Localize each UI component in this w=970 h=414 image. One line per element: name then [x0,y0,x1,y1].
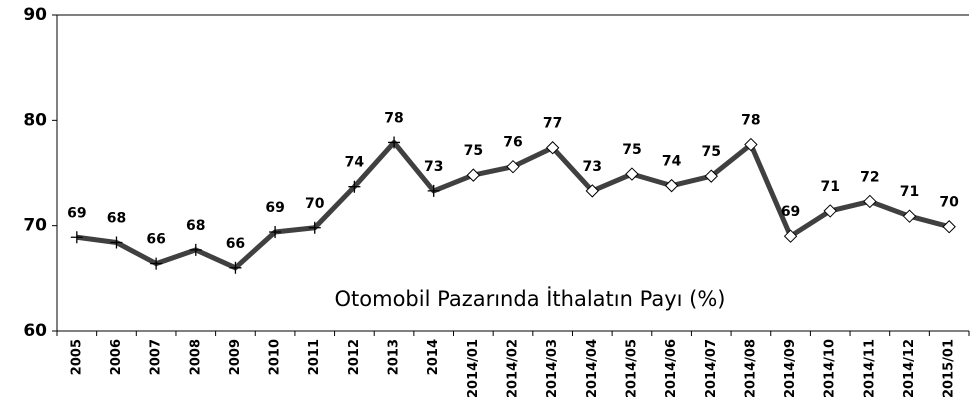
x-tick-label: 2009 [228,339,243,375]
diamond-marker [466,168,481,182]
x-tick-label: 2007 [149,339,164,375]
diamond-marker [704,169,718,183]
y-tick-label: 90 [23,5,47,25]
diamond-marker [506,159,520,174]
data-label: 78 [741,113,760,129]
x-tick-label: 2014/04 [585,339,600,398]
x-tick-label: 2014 [426,339,441,375]
x-tick-label: 2014/09 [783,339,798,398]
plus-marker [269,225,282,238]
data-label: 73 [424,159,443,175]
diamond-marker [664,178,679,193]
data-label: 68 [186,218,205,234]
diamond-marker [585,184,600,198]
data-label: 76 [503,135,522,151]
x-tick-label: 2014/01 [466,339,481,398]
x-tick-label: 2014/12 [902,339,917,398]
diamond-marker [545,141,560,155]
diamond-marker [863,194,877,209]
x-tick-label: 2010 [268,339,283,375]
data-label: 71 [900,184,919,200]
x-tick-label: 2014/03 [545,339,560,398]
plus-marker [150,257,163,270]
diamond-marker [942,220,956,234]
x-tick-label: 2014/11 [862,339,877,398]
data-label: 69 [265,200,284,216]
x-tick-label: 2013 [387,339,402,375]
x-tick-label: 2011 [307,339,322,375]
data-label: 74 [662,154,682,170]
plus-marker [229,261,242,274]
data-label: 70 [305,196,325,212]
data-label: 77 [543,116,562,132]
x-tick-label: 2014/02 [506,339,521,398]
data-label: 78 [384,110,403,126]
plus-marker [70,231,83,244]
x-tick-label: 2014/08 [743,339,758,398]
data-label: 66 [146,232,165,248]
x-tick-label: 2014/07 [704,339,719,398]
data-label: 70 [939,195,959,211]
data-label: 72 [860,169,879,185]
data-label: 69 [67,205,86,221]
diamond-marker [902,209,917,223]
data-label: 66 [226,236,245,252]
plus-marker [189,243,202,256]
x-tick-label: 2012 [347,339,362,375]
plus-marker [348,180,361,193]
x-tick-label: 2015/01 [942,339,957,398]
plus-marker [427,184,440,197]
x-tick-label: 2014/05 [624,339,639,398]
diamond-marker [823,204,837,218]
x-tick-label: 2014/10 [823,339,838,398]
data-label: 69 [781,204,800,220]
data-label: 71 [820,179,839,195]
diamond-marker [744,137,758,152]
y-tick-label: 60 [23,321,47,341]
plus-marker [110,236,123,249]
annotation: Otomobil Pazarında İthalatın Payı (%) [335,286,726,311]
y-tick-label: 70 [23,216,47,236]
x-tick-label: 2005 [69,339,84,375]
data-label: 73 [583,159,602,175]
data-label: 75 [622,142,641,158]
x-tick-label: 2014/06 [664,339,679,398]
x-tick-label: 2006 [109,339,124,375]
data-label: 68 [107,211,126,227]
y-tick-label: 80 [23,110,47,130]
x-tick-label: 2008 [188,339,203,375]
plus-marker [308,221,321,234]
data-label: 75 [702,144,721,160]
data-label: 74 [345,155,365,171]
diamond-marker [625,167,639,181]
diamond-marker [783,229,798,243]
plus-marker [388,136,401,149]
data-label: 75 [464,143,483,159]
